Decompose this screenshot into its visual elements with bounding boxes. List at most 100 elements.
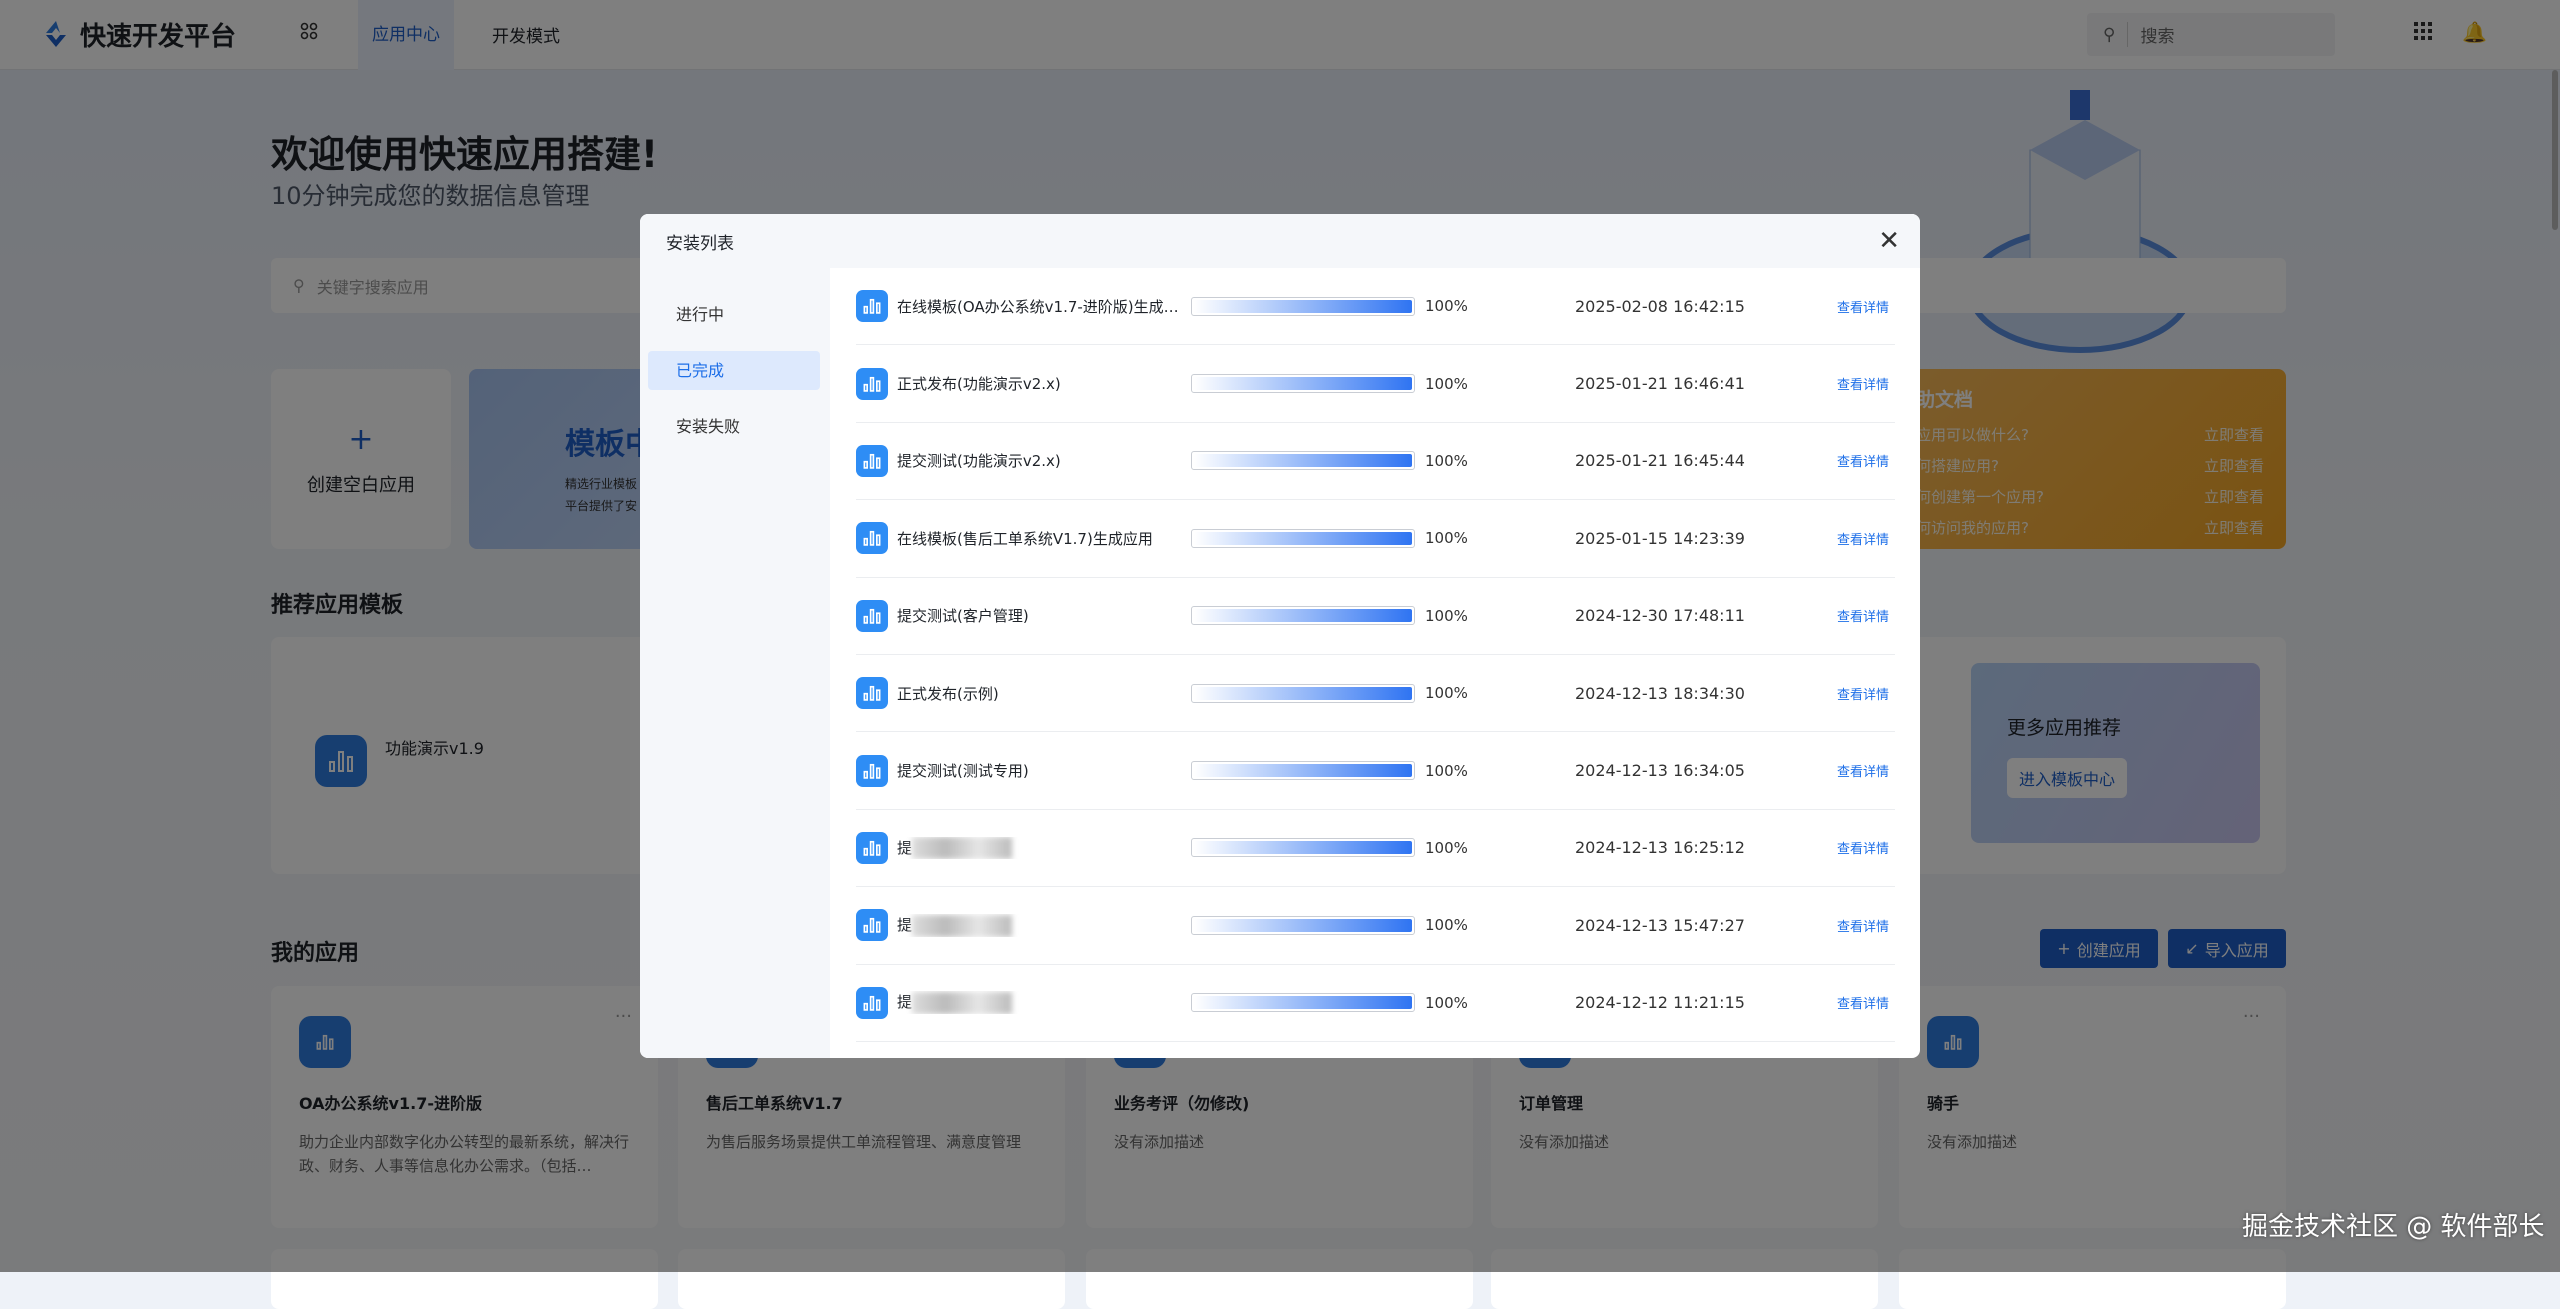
- watermark: 掘金技术社区 @ 软件部长: [2242, 1212, 2545, 1242]
- progress-fill: [1194, 454, 1412, 468]
- progress-percent: 100%: [1425, 606, 1468, 625]
- install-time: 2024-12-30 17:48:11: [1575, 606, 1745, 626]
- install-time: 2025-01-21 16:45:44: [1575, 451, 1745, 471]
- install-row: 在线模板(OA办公系统v1.7-进阶版)生成应用 100% 2025-02-08…: [856, 268, 1895, 346]
- progress-percent: 100%: [1425, 684, 1468, 703]
- progress-fill: [1194, 609, 1412, 623]
- install-name: 正式发布(示例): [897, 683, 1187, 704]
- progress-percent: 100%: [1425, 993, 1468, 1012]
- install-name: 提: [897, 991, 1187, 1014]
- chart-app-icon: [856, 444, 888, 477]
- tab-in-progress[interactable]: 进行中: [676, 305, 725, 324]
- progress-fill: [1194, 686, 1412, 700]
- progress-fill: [1194, 996, 1412, 1010]
- progress-bar: [1191, 296, 1415, 316]
- install-name: 提交测试(功能演示v2.x): [897, 450, 1187, 471]
- chart-app-icon: [856, 831, 888, 864]
- progress-bar: [1191, 683, 1415, 703]
- progress-bar: [1191, 993, 1415, 1013]
- redacted-text: [912, 914, 1013, 937]
- progress-fill: [1194, 764, 1412, 778]
- install-name-text: 在线模板(售后工单系统V1.7)生成应用: [897, 529, 1153, 548]
- progress-bar: [1191, 528, 1415, 548]
- install-row: 提交测试(测试专用) 100% 2024-12-13 16:34:05 查看详情: [856, 732, 1895, 810]
- progress-bar: [1191, 915, 1415, 935]
- install-time: 2025-02-08 16:42:15: [1575, 296, 1745, 316]
- view-details-link[interactable]: 查看详情: [1837, 455, 1890, 471]
- install-name-text: 提交测试(功能演示v2.x): [897, 452, 1061, 471]
- install-time: 2024-12-13 15:47:27: [1575, 915, 1745, 935]
- install-name-text: 提: [897, 916, 913, 935]
- progress-percent: 100%: [1425, 916, 1468, 935]
- install-row: 提 100% 2024-12-13 16:25:12 查看详情: [856, 810, 1895, 888]
- tab-completed[interactable]: 已完成: [648, 351, 820, 390]
- view-details-link[interactable]: 查看详情: [1837, 300, 1890, 316]
- view-details-link[interactable]: 查看详情: [1837, 765, 1890, 781]
- progress-bar: [1191, 374, 1415, 394]
- progress-fill: [1194, 531, 1412, 545]
- install-time: 2024-12-12 11:21:15: [1575, 993, 1745, 1013]
- install-name-text: 正式发布(示例): [897, 684, 999, 703]
- install-row: 提交测试(客户管理) 100% 2024-12-30 17:48:11 查看详情: [856, 578, 1895, 655]
- chart-app-icon: [856, 522, 888, 555]
- view-details-link[interactable]: 查看详情: [1837, 687, 1890, 703]
- install-time: 2024-12-13 18:34:30: [1575, 683, 1745, 703]
- install-name-text: 在线模板(OA办公系统v1.7-进阶版)生成应用: [897, 297, 1187, 316]
- chart-app-icon: [856, 367, 888, 400]
- progress-percent: 100%: [1425, 374, 1468, 393]
- progress-fill: [1194, 299, 1412, 313]
- view-details-link[interactable]: 查看详情: [1837, 919, 1890, 935]
- progress-percent: 100%: [1425, 451, 1468, 470]
- install-name-text: 提交测试(客户管理): [897, 607, 1029, 626]
- install-time: 2025-01-21 16:46:41: [1575, 374, 1745, 394]
- install-row: 提交测试(功能演示v2.x) 100% 2025-01-21 16:45:44 …: [856, 423, 1895, 501]
- chart-app-icon: [856, 677, 888, 710]
- redacted-text: [912, 837, 1013, 860]
- install-name: 提交测试(客户管理): [897, 605, 1187, 626]
- install-time: 2024-12-13 16:34:05: [1575, 761, 1745, 781]
- progress-fill: [1194, 377, 1412, 391]
- chart-app-icon: [856, 290, 888, 323]
- install-name-text: 正式发布(功能演示v2.x): [897, 375, 1061, 394]
- progress-percent: 100%: [1425, 761, 1468, 780]
- progress-percent: 100%: [1425, 297, 1468, 316]
- tab-failed[interactable]: 安装失败: [676, 417, 741, 436]
- modal-header: 安装列表 ✕: [640, 214, 1920, 268]
- install-row: 提 100% 2024-12-13 15:47:27 查看详情: [856, 887, 1895, 965]
- install-row: 正式发布(功能演示v2.x) 100% 2025-01-21 16:46:41 …: [856, 345, 1895, 423]
- progress-percent: 100%: [1425, 838, 1468, 857]
- view-details-link[interactable]: 查看详情: [1837, 532, 1890, 548]
- chart-app-icon: [856, 986, 888, 1019]
- install-name: 在线模板(OA办公系统v1.7-进阶版)生成应用: [897, 296, 1187, 317]
- progress-bar: [1191, 838, 1415, 858]
- install-row: 提 100% 2024-12-12 11:21:15 查看详情: [856, 965, 1895, 1042]
- install-name: 提交测试(测试专用): [897, 760, 1187, 781]
- install-list-modal: 安装列表 ✕ 进行中 已完成 安装失败 在线模板(OA办公系统v1.7-进阶版)…: [640, 214, 1920, 1058]
- install-row: 正式发布(示例) 100% 2024-12-13 18:34:30 查看详情: [856, 655, 1895, 733]
- install-name: 正式发布(功能演示v2.x): [897, 373, 1187, 394]
- install-list: 在线模板(OA办公系统v1.7-进阶版)生成应用 100% 2025-02-08…: [856, 268, 1895, 1042]
- chart-app-icon: [856, 599, 888, 632]
- install-row: 在线模板(售后工单系统V1.7)生成应用 100% 2025-01-15 14:…: [856, 500, 1895, 578]
- view-details-link[interactable]: 查看详情: [1837, 997, 1890, 1013]
- chart-app-icon: [856, 909, 888, 942]
- progress-percent: 100%: [1425, 529, 1468, 548]
- progress-bar: [1191, 761, 1415, 781]
- view-details-link[interactable]: 查看详情: [1837, 378, 1890, 394]
- install-name: 提: [897, 837, 1187, 860]
- install-time: 2025-01-15 14:23:39: [1575, 528, 1745, 548]
- install-name: 提: [897, 914, 1187, 937]
- install-name-text: 提交测试(测试专用): [897, 762, 1029, 781]
- progress-bar: [1191, 451, 1415, 471]
- install-time: 2024-12-13 16:25:12: [1575, 838, 1745, 858]
- view-details-link[interactable]: 查看详情: [1837, 842, 1890, 858]
- chart-app-icon: [856, 754, 888, 787]
- install-name: 在线模板(售后工单系统V1.7)生成应用: [897, 528, 1187, 549]
- install-name-text: 提: [897, 993, 913, 1012]
- view-details-link[interactable]: 查看详情: [1837, 610, 1890, 626]
- install-name-text: 提: [897, 838, 913, 857]
- progress-fill: [1194, 918, 1412, 932]
- close-icon[interactable]: ✕: [1878, 226, 1900, 256]
- progress-fill: [1194, 841, 1412, 855]
- modal-sidebar: 进行中 已完成 安装失败: [640, 268, 830, 1058]
